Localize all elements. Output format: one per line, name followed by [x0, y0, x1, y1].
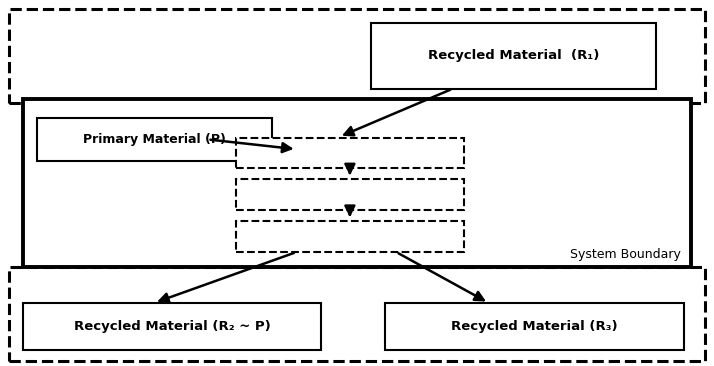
FancyBboxPatch shape: [9, 9, 705, 103]
FancyBboxPatch shape: [371, 23, 655, 89]
FancyBboxPatch shape: [9, 266, 705, 361]
FancyBboxPatch shape: [236, 138, 463, 168]
FancyBboxPatch shape: [23, 303, 321, 350]
FancyBboxPatch shape: [37, 117, 271, 161]
FancyBboxPatch shape: [236, 179, 463, 210]
Text: System Boundary: System Boundary: [570, 248, 680, 261]
Text: Recycled Material (R₂ ~ P): Recycled Material (R₂ ~ P): [74, 320, 271, 333]
FancyBboxPatch shape: [23, 100, 691, 266]
Text: Recycled Material  (R₁): Recycled Material (R₁): [428, 49, 599, 62]
Text: Primary Material (P): Primary Material (P): [83, 133, 226, 146]
Text: Recycled Material (R₃): Recycled Material (R₃): [451, 320, 618, 333]
FancyBboxPatch shape: [386, 303, 684, 350]
FancyBboxPatch shape: [236, 221, 463, 252]
